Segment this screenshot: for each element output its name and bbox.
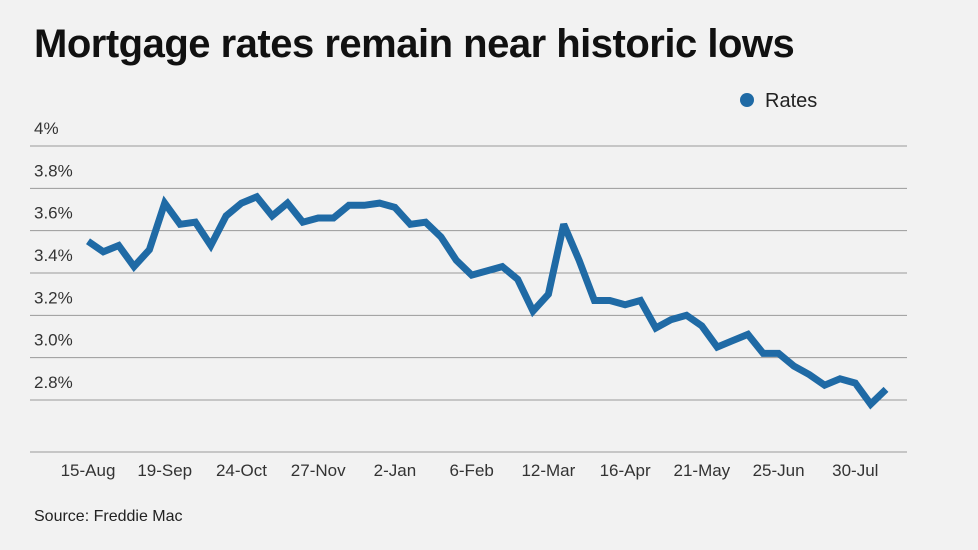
legend-marker-rates	[740, 93, 754, 107]
x-tick-label: 2-Jan	[374, 461, 417, 480]
x-tick-label: 16-Apr	[600, 461, 651, 480]
y-tick-label: 3.2%	[34, 288, 73, 307]
y-tick-label: 3.4%	[34, 246, 73, 265]
chart-title: Mortgage rates remain near historic lows	[34, 22, 795, 66]
x-tick-label: 15-Aug	[61, 461, 116, 480]
series-group	[86, 192, 889, 410]
source-note: Source: Freddie Mac	[34, 508, 183, 525]
grid-lines	[30, 145, 907, 453]
series-line-rates	[86, 192, 889, 410]
y-tick-label: 3.6%	[34, 204, 73, 223]
x-axis-ticks: 15-Aug 19-Sep 24-Oct 27-Nov 2-Jan 6-Feb 12-Mar…	[61, 461, 879, 480]
x-tick-label: 27-Nov	[291, 461, 346, 480]
x-tick-label: 24-Oct	[216, 461, 267, 480]
y-tick-label: 4%	[34, 119, 59, 138]
y-axis-ticks: 4% 3.8% 3.6% 3.4% 3.2% 3.0% 2.8%	[34, 119, 73, 392]
y-tick-label: 2.8%	[34, 373, 73, 392]
x-tick-label: 6-Feb	[449, 461, 493, 480]
y-tick-label: 3.0%	[34, 331, 73, 350]
x-tick-label: 21-May	[674, 461, 731, 480]
legend-label-rates: Rates	[765, 90, 817, 112]
y-tick-label: 3.8%	[34, 161, 73, 180]
x-tick-label: 19-Sep	[137, 461, 192, 480]
x-tick-label: 25-Jun	[753, 461, 805, 480]
x-tick-label: 12-Mar	[521, 461, 575, 480]
x-tick-label: 30-Jul	[832, 461, 878, 480]
legend: Rates	[740, 90, 817, 112]
